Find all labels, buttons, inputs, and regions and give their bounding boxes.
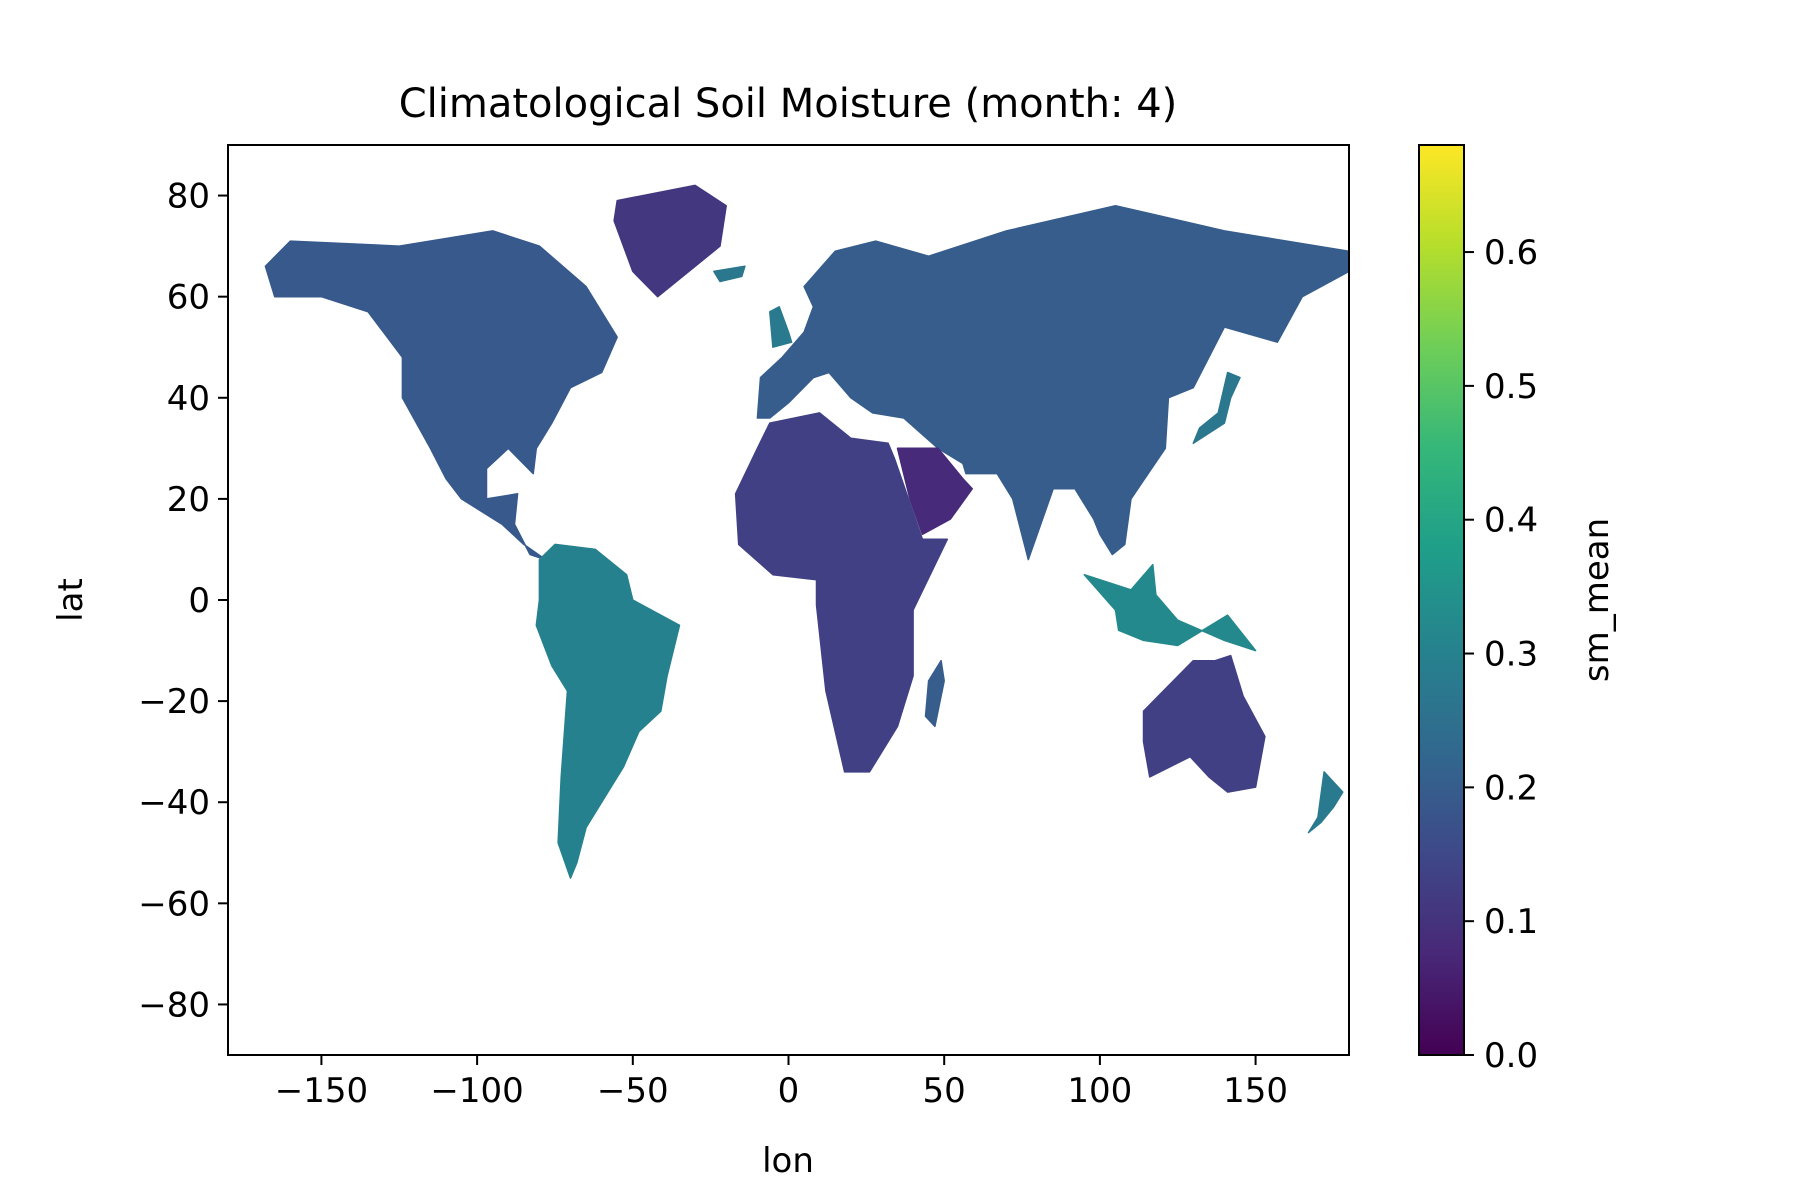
land-region-japan — [1192, 371, 1241, 445]
land-region-new-zealand — [1307, 771, 1344, 834]
land-region-arabia — [896, 447, 973, 536]
colorbar — [1418, 144, 1465, 1056]
chart-title: Climatological Soil Moisture (month: 4) — [399, 81, 1178, 127]
colorbar-tick-label: 0.4 — [1484, 501, 1538, 541]
y-tick-label: −80 — [138, 985, 210, 1025]
x-tick-label: −50 — [597, 1071, 669, 1111]
land-region-madagascar — [924, 659, 945, 728]
land-region-africa — [734, 412, 949, 773]
colorbar-tick-label: 0.2 — [1484, 768, 1538, 808]
y-axis-label: lat — [51, 578, 91, 622]
x-tick-label: −100 — [430, 1071, 523, 1111]
colorbar-label: sm_mean — [1577, 518, 1617, 682]
colorbar-ticks: 0.0 0.1 0.2 0.3 0.4 0.5 0.6 — [1464, 233, 1538, 1076]
y-tick-label: −40 — [138, 783, 210, 823]
y-tick-label: 20 — [167, 480, 210, 520]
land-region-indonesia — [1083, 563, 1257, 652]
x-axis: −150 −100 −50 0 50 100 150 — [275, 1055, 1288, 1111]
colorbar-tick-label: 0.6 — [1484, 233, 1538, 273]
x-tick-label: −150 — [275, 1071, 368, 1111]
y-tick-label: 80 — [167, 177, 210, 217]
land-region-north-america — [264, 230, 618, 561]
land-region-europe-and-asia — [756, 204, 1349, 561]
map-region-layer — [264, 184, 1349, 879]
colorbar-tick-label: 0.5 — [1484, 367, 1538, 407]
land-region-south-america — [535, 543, 681, 879]
y-tick-label: 40 — [167, 379, 210, 419]
colorbar-tick-label: 0.1 — [1484, 902, 1538, 942]
land-region-greenland — [613, 184, 727, 298]
y-axis: 80 60 40 20 0 −20 −40 −60 −80 — [138, 177, 228, 1025]
x-tick-label: 100 — [1067, 1071, 1132, 1111]
land-region-australia — [1142, 654, 1266, 793]
x-tick-label: 0 — [778, 1071, 800, 1111]
x-axis-label: lon — [762, 1141, 814, 1181]
land-region-united-kingdom — [769, 306, 793, 348]
y-tick-label: 0 — [188, 581, 210, 621]
y-tick-label: 60 — [167, 278, 210, 318]
x-tick-label: 150 — [1223, 1071, 1288, 1111]
land-region-iceland — [713, 265, 746, 283]
colorbar-tick-label: 0.0 — [1484, 1036, 1538, 1076]
y-tick-label: −60 — [138, 884, 210, 924]
y-tick-label: −20 — [138, 682, 210, 722]
x-tick-label: 50 — [923, 1071, 966, 1111]
colorbar-tick-label: 0.3 — [1484, 635, 1538, 675]
